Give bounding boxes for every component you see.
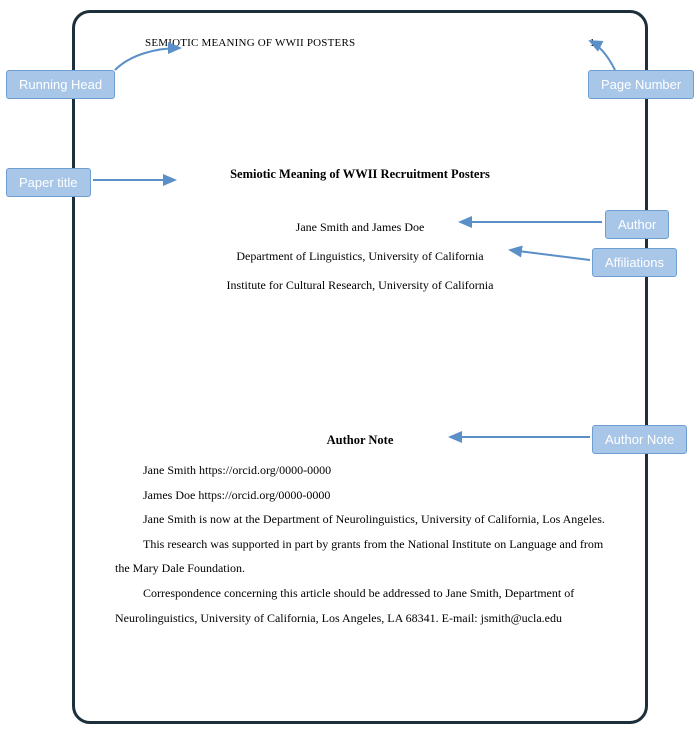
affiliation-2-text: Institute for Cultural Research, Univers… xyxy=(105,278,615,293)
title-block: Semiotic Meaning of WWII Recruitment Pos… xyxy=(105,167,615,293)
note-paragraph-2: This research was supported in part by g… xyxy=(115,532,605,581)
page-header: SEMIOTIC MEANING OF WWII POSTERS 1 xyxy=(105,37,615,49)
callout-paper-title: Paper title xyxy=(6,168,91,197)
note-paragraph-1: Jane Smith is now at the Department of N… xyxy=(115,507,605,532)
callout-page-number: Page Number xyxy=(588,70,694,99)
note-paragraph-3: Correspondence concerning this article s… xyxy=(115,581,605,630)
callout-author: Author xyxy=(605,210,669,239)
author-note-body: Jane Smith https://orcid.org/0000-0000 J… xyxy=(105,458,615,630)
callout-affiliations: Affiliations xyxy=(592,248,677,277)
document-page: SEMIOTIC MEANING OF WWII POSTERS 1 Semio… xyxy=(72,10,648,724)
orcid-line-2: James Doe https://orcid.org/0000-0000 xyxy=(115,483,605,508)
authors-text: Jane Smith and James Doe xyxy=(105,220,615,235)
author-note-heading: Author Note xyxy=(105,433,615,448)
paper-title-text: Semiotic Meaning of WWII Recruitment Pos… xyxy=(105,167,615,182)
callout-author-note: Author Note xyxy=(592,425,687,454)
callout-running-head: Running Head xyxy=(6,70,115,99)
affiliation-1-text: Department of Linguistics, University of… xyxy=(105,249,615,264)
author-note-block: Author Note Jane Smith https://orcid.org… xyxy=(105,433,615,630)
orcid-line-1: Jane Smith https://orcid.org/0000-0000 xyxy=(115,458,605,483)
running-head-text: SEMIOTIC MEANING OF WWII POSTERS xyxy=(145,37,355,49)
page-number-text: 1 xyxy=(590,37,596,49)
